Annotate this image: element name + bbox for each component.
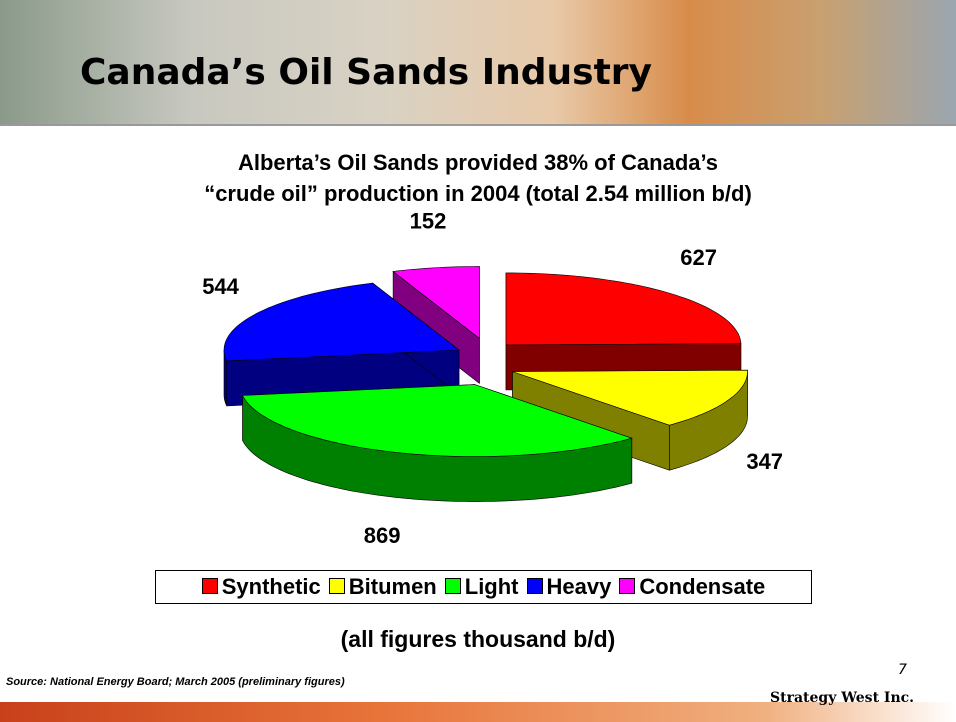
chart-title: Alberta’s Oil Sands provided 38% of Cana… <box>238 150 718 175</box>
data-label: 152 <box>410 208 447 233</box>
chart-title: “crude oil” production in 2004 (total 2.… <box>204 181 752 206</box>
source: Source: National Energy Board; March 200… <box>6 676 345 688</box>
legend-item: Heavy <box>526 574 612 600</box>
slice-top <box>505 272 742 346</box>
legend-item: Condensate <box>619 574 765 600</box>
slice-top <box>392 266 480 340</box>
pie-slice <box>242 384 633 502</box>
footer-bar <box>0 702 956 722</box>
legend: Synthetic Bitumen Light Heavy Condensate <box>155 570 812 604</box>
data-label: 544 <box>202 274 239 299</box>
legend-item: Synthetic <box>201 574 321 600</box>
logo: Strategy West Inc. <box>770 690 915 706</box>
legend-label: Heavy <box>546 574 612 599</box>
legend-item: Light <box>444 574 519 600</box>
header: Canada’s Oil Sands Industry <box>0 0 956 126</box>
slice-top <box>223 282 460 362</box>
legend-swatch <box>619 578 636 594</box>
pie-slice <box>223 282 460 407</box>
legend-swatch <box>201 578 218 594</box>
legend-label: Condensate <box>639 574 766 599</box>
legend-label: Bitumen <box>348 574 437 599</box>
data-label: 869 <box>364 523 401 548</box>
legend-swatch <box>526 578 543 594</box>
legend-swatch <box>444 578 461 594</box>
legend-label: Light <box>464 574 519 599</box>
note: (all figures thousand b/d) <box>340 626 616 652</box>
slide-title: Canada’s Oil Sands Industry <box>80 52 653 93</box>
slice-top <box>242 384 633 457</box>
slice-top <box>512 369 748 426</box>
page-number: 7 <box>898 662 907 678</box>
data-label: 347 <box>746 449 783 474</box>
data-label: 627 <box>680 245 717 270</box>
legend-swatch <box>328 578 345 594</box>
legend-label: Synthetic <box>221 574 321 599</box>
legend-item: Bitumen <box>328 574 437 600</box>
